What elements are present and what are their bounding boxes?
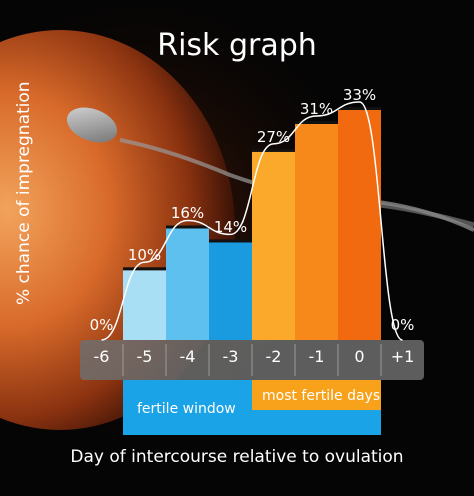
x-tick--2: -2 (265, 347, 282, 366)
data-label--5: 10% (127, 246, 162, 265)
sperm-head (66, 107, 118, 143)
most-fertile-days-band (252, 380, 381, 410)
data-label-0: 33% (342, 86, 377, 104)
x-tick--6: -6 (93, 347, 110, 366)
bar--4 (166, 228, 209, 340)
bar-cap--1 (295, 120, 338, 124)
x-tick-0: 0 (354, 347, 365, 366)
bar-cap--3 (209, 239, 252, 243)
x-axis-label: Day of intercourse relative to ovulation (70, 447, 404, 467)
bar--5 (123, 270, 166, 340)
data-label--1: 31% (299, 99, 334, 118)
y-axis-label: % chance of impregnation (14, 81, 34, 305)
bar--2 (252, 151, 295, 340)
most-fertile-days-label: most fertile days (262, 388, 381, 404)
data-label--4: 16% (170, 204, 205, 223)
bar--3 (209, 242, 252, 340)
bar-cap--2 (252, 148, 295, 152)
x-tick-+1: +1 (390, 347, 415, 366)
fertile-window-label: fertile window (137, 401, 236, 417)
x-tick--3: -3 (222, 347, 239, 366)
data-label-+1: 0% (390, 316, 415, 334)
bar-cap-0 (338, 107, 381, 110)
bar--1 (295, 123, 338, 340)
x-tick--1: -1 (308, 347, 325, 366)
x-tick--4: -4 (179, 347, 196, 366)
bar-cap--4 (166, 225, 209, 229)
x-tick--5: -5 (136, 347, 153, 366)
bar-cap--5 (123, 267, 166, 271)
data-label--3: 14% (213, 218, 248, 237)
bar-0 (338, 110, 381, 340)
trend-line (101, 101, 403, 341)
chart-title: Risk graph (157, 28, 317, 63)
data-label--2: 27% (256, 127, 291, 146)
data-label--6: 0% (89, 316, 114, 334)
